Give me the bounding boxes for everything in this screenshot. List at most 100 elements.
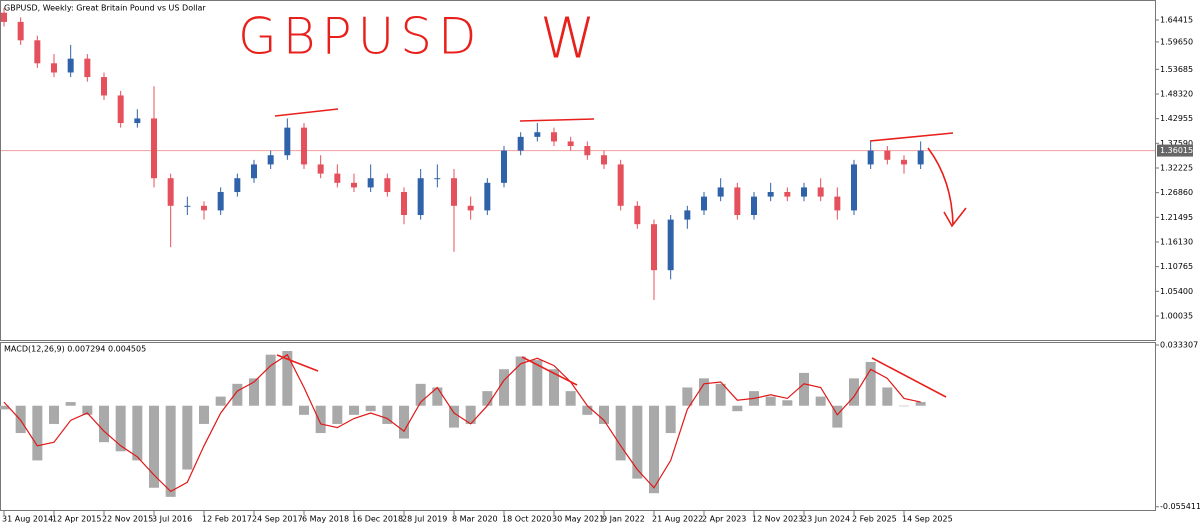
candle-body (751, 196, 757, 215)
y-tick-label: 1.48320 (1160, 89, 1193, 98)
macd-bar (49, 405, 59, 424)
macd-bar (715, 383, 726, 406)
trend-line (871, 357, 947, 398)
candle-body (201, 205, 207, 211)
macd-bar (882, 387, 893, 406)
macd-bar (349, 405, 359, 415)
y-tick-label: 1.32225 (1160, 163, 1193, 172)
candle-body (467, 205, 474, 211)
macd-bar (682, 387, 693, 406)
x-tick-label: 21 Aug 2022 (652, 515, 703, 524)
x-tick-label: 28 Jul 2019 (402, 515, 447, 524)
macd-bar (599, 405, 609, 424)
x-tick-label: 12 Nov 2023 (752, 515, 803, 524)
x-tick-label: 9 Jan 2022 (602, 515, 645, 524)
candle-body (734, 187, 741, 215)
annotation-text: W (540, 6, 595, 71)
macd-bar (415, 383, 426, 406)
macd-bar (365, 405, 376, 412)
macd-bar (265, 354, 276, 406)
candle-body (484, 182, 491, 211)
x-tick-label: 22 Nov 2015 (102, 515, 153, 524)
candle-body (884, 150, 891, 160)
macd-bar (515, 356, 526, 406)
y-tick-label: 1.16130 (1160, 237, 1193, 246)
macd-bar (0, 405, 9, 410)
macd-bar (199, 405, 209, 424)
candle-body (867, 150, 874, 165)
price-panel (0, 0, 1156, 341)
macd-bar (849, 378, 859, 406)
candle-body (551, 132, 557, 142)
macd-bar (282, 351, 293, 406)
candle-body (417, 178, 424, 215)
macd-bar (915, 402, 926, 406)
x-tick-label: 6 May 2018 (302, 515, 349, 524)
macd-bar (232, 383, 243, 406)
macd-bar (699, 378, 709, 406)
candle-body (617, 164, 624, 206)
trend-line (869, 132, 954, 142)
candle-body (834, 196, 841, 211)
macd-title: MACD(12,26,9) 0.007294 0.004505 (4, 345, 146, 354)
y-tick-label: 1.26860 (1160, 188, 1193, 197)
x-tick-label: 12 Feb 2017 (202, 515, 252, 524)
candle-body (717, 187, 724, 197)
macd-bar (732, 405, 743, 412)
y-tick-label: 1.59650 (1160, 37, 1193, 46)
x-tick-label: 23 Jun 2024 (802, 515, 850, 524)
candle-body (817, 187, 824, 197)
trend-line (274, 108, 339, 117)
candle-body (1, 12, 7, 22)
macd-bar (449, 405, 459, 428)
candle-body (67, 58, 74, 73)
macd-bar (782, 400, 793, 406)
macd-bar (582, 405, 593, 415)
candle-body (901, 159, 907, 165)
candle-body (434, 178, 441, 180)
candle-body (167, 178, 174, 206)
candle-body (667, 219, 674, 271)
candle-body (184, 205, 191, 207)
y-tick-label: 1.42955 (1160, 114, 1193, 123)
trend-line (521, 356, 578, 386)
macd-bar (215, 396, 226, 406)
x-tick-label: 31 Aug 2014 (2, 515, 53, 524)
candle-body (234, 178, 241, 193)
drawn-lines (274, 108, 967, 398)
macd-bar (765, 396, 776, 406)
macd-bar (182, 405, 193, 470)
macd-bar (82, 405, 93, 415)
macd-bar (149, 405, 159, 488)
x-tick-label: 8 Mar 2020 (452, 515, 498, 524)
candle-body (701, 196, 707, 211)
y-tick-label: 1.53685 (1160, 65, 1193, 74)
macd-bar (132, 405, 143, 461)
candle-body (34, 40, 41, 64)
macd-bar (632, 405, 643, 479)
y-tick-label: 1.21495 (1160, 213, 1193, 222)
macd-bar (315, 405, 326, 434)
macd-bar (432, 387, 443, 406)
trend-line (519, 118, 595, 122)
y-tick-label: 1.05400 (1160, 287, 1193, 296)
current-price-label: 1.36015 (1160, 146, 1193, 155)
macd-bar (299, 405, 309, 415)
macd-bar (549, 369, 559, 406)
macd-bar (815, 396, 826, 406)
candle-body (17, 21, 24, 41)
macd-bar (565, 391, 576, 406)
candle-body (634, 205, 641, 225)
candle-body (851, 164, 857, 211)
macd-bar (482, 391, 493, 406)
macd-bar (382, 405, 393, 424)
candle-body (501, 150, 507, 183)
candle-body (51, 63, 57, 73)
x-tick-label: 12 Apr 2015 (52, 515, 101, 524)
x-tick-label: 24 Sep 2017 (252, 515, 303, 524)
macd-bar (32, 405, 43, 461)
candle-body (351, 182, 357, 188)
macd-bar (499, 369, 509, 406)
x-tick-label: 16 Dec 2018 (352, 515, 403, 524)
candle-body (134, 118, 141, 124)
